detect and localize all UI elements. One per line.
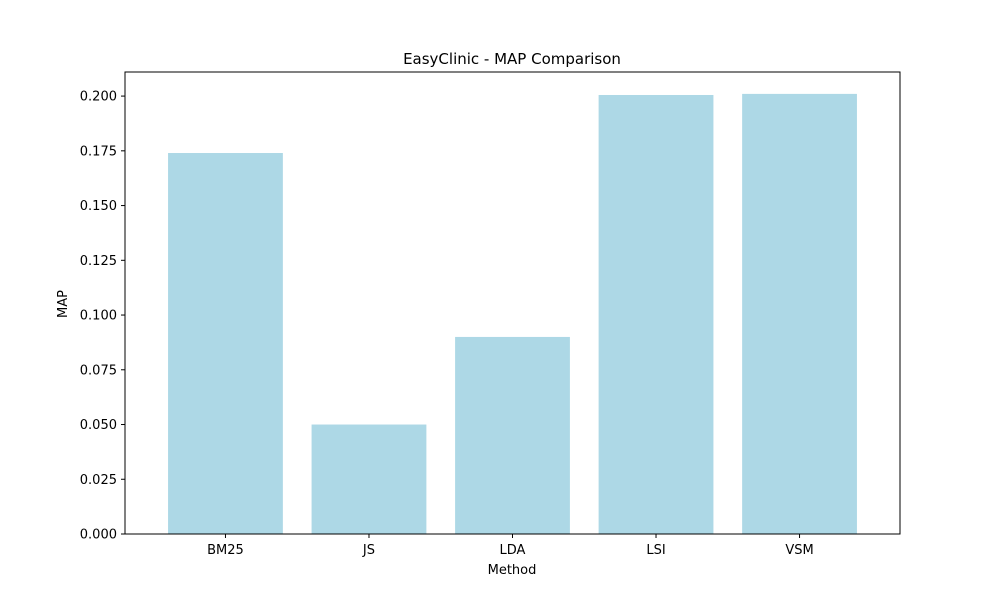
x-tick-label: LDA — [500, 543, 526, 558]
bar-vsm — [742, 93, 857, 534]
y-axis-label: MAP — [56, 290, 71, 318]
y-tick-label: 0.200 — [80, 90, 117, 105]
bars-layer — [168, 93, 857, 534]
x-tick-label: VSM — [785, 543, 813, 558]
plot-frame — [124, 71, 901, 535]
y-tick-label: 0.000 — [80, 528, 117, 543]
bar-js — [311, 424, 427, 534]
bar-lda — [455, 336, 570, 534]
bar-lsi — [598, 94, 714, 534]
y-tick-label: 0.100 — [80, 309, 117, 324]
y-tick-label: 0.050 — [80, 418, 117, 433]
y-tick-label: 0.025 — [80, 473, 117, 488]
y-tick-label: 0.125 — [80, 254, 117, 269]
bar-bm25 — [168, 153, 283, 534]
x-tick-label: JS — [362, 543, 375, 558]
x-tick-label: LSI — [646, 543, 665, 558]
x-axis-label: Method — [488, 563, 537, 578]
y-tick-label: 0.150 — [80, 199, 117, 214]
y-axis: 0.000 0.025 0.050 0.075 0.100 0.125 0.150 0.175… — [80, 90, 125, 543]
y-tick-label: 0.175 — [80, 144, 117, 159]
x-axis: BM25 JS LDA LSI VSM — [207, 534, 814, 558]
x-tick-label: BM25 — [207, 543, 244, 558]
y-tick-label: 0.075 — [80, 363, 117, 378]
chart-title: EasyClinic - MAP Comparison — [403, 50, 621, 68]
